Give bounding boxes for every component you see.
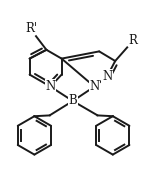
Text: B: B [68,95,77,107]
Text: N: N [89,80,100,93]
Text: R: R [128,35,137,47]
Text: N: N [45,80,56,93]
Text: R': R' [25,22,37,36]
Text: N: N [102,70,112,83]
